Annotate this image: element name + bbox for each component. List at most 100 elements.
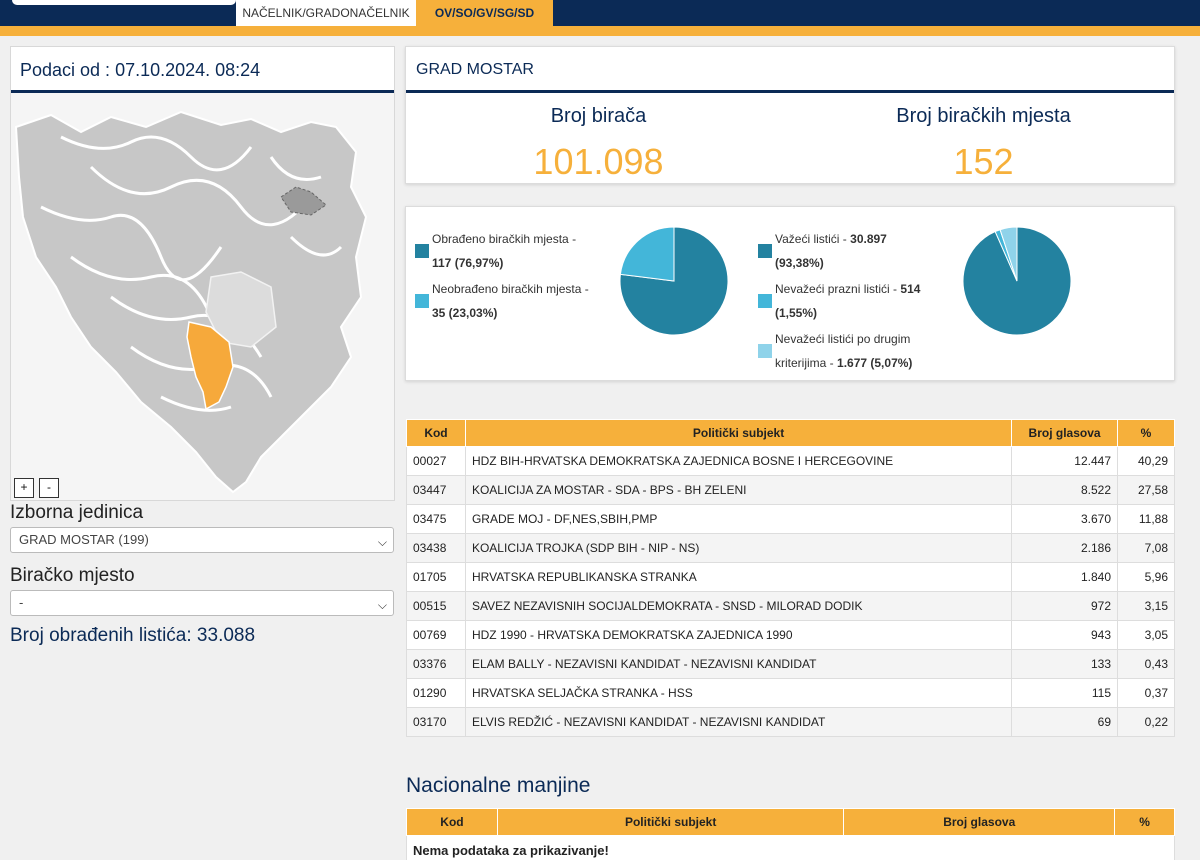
map-panel: Podaci od : 07.10.2024. 08:24 + - — [10, 46, 395, 501]
legend-swatch — [758, 344, 772, 358]
cell-kod: 00027 — [406, 446, 466, 476]
table-row: 00769 HDZ 1990 - HRVATSKA DEMOKRATSKA ZAJ… — [406, 620, 1175, 650]
col-pct[interactable]: % — [1117, 419, 1175, 447]
cell-subjekt: KOALICIJA TROJKA (SDP BIH - NIP - NS) — [464, 533, 1013, 563]
table-row: 03475 GRADE MOJ - DF,NES,SBIH,PMP 3.670 11,… — [406, 504, 1175, 534]
col-subjekt[interactable]: Politički subjekt — [496, 808, 845, 836]
legend-pct: (93,38%) — [775, 256, 824, 270]
table-row: 00027 HDZ BIH-HRVATSKA DEMOKRATSKA ZAJEDN… — [406, 446, 1175, 476]
col-pct[interactable]: % — [1114, 808, 1175, 836]
legend-swatch — [758, 294, 772, 308]
legend-unprocessed: Neobrađeno biračkih mjesta - 35 (23,03%) — [432, 277, 589, 325]
cell-subjekt: ELVIS REDŽIĆ - NEZAVISNI KANDIDAT - NEZA… — [464, 707, 1013, 737]
cell-kod: 00769 — [406, 620, 466, 650]
no-data-message: Nema podataka za prikazivanje! — [406, 835, 1175, 860]
cell-pct: 3,15 — [1117, 591, 1175, 621]
minorities-title: Nacionalne manjine — [406, 774, 591, 797]
legend-label: Nevažeći listići po drugim — [775, 332, 911, 346]
legend-label: kriterijima - — [775, 356, 834, 370]
col-kod[interactable]: Kod — [406, 808, 498, 836]
table-row: 03438 KOALICIJA TROJKA (SDP BIH - NIP - N… — [406, 533, 1175, 563]
cell-glasova: 972 — [1011, 591, 1118, 621]
table-row: 01705 HRVATSKA REPUBLIKANSKA STRANKA 1.840… — [406, 562, 1175, 592]
voters-value: 101.098 — [533, 141, 664, 182]
stations-value: 152 — [953, 141, 1014, 182]
logo-area — [12, 0, 236, 5]
cell-glasova: 69 — [1011, 707, 1118, 737]
cell-kod: 03376 — [406, 649, 466, 679]
bracko-mjesto-label: Biračko mjesto — [10, 565, 135, 586]
cell-glasova: 12.447 — [1011, 446, 1118, 476]
legend-label: Nevažeći prazni listići - — [775, 282, 898, 296]
cell-kod: 03438 — [406, 533, 466, 563]
cell-pct: 0,43 — [1117, 649, 1175, 679]
cell-pct: 7,08 — [1117, 533, 1175, 563]
cell-subjekt: KOALICIJA ZA MOSTAR - SDA - BPS - BH ZEL… — [464, 475, 1013, 505]
table-row: 03447 KOALICIJA ZA MOSTAR - SDA - BPS - B… — [406, 475, 1175, 505]
legend-valid: Važeći listići - 30.897 (93,38%) — [775, 227, 887, 275]
col-glasova[interactable]: Broj glasova — [1011, 419, 1118, 447]
cell-kod: 01705 — [406, 562, 466, 592]
legend-value: 1.677 — [837, 356, 868, 370]
cell-kod: 03170 — [406, 707, 466, 737]
pie-slice-1 — [619, 226, 675, 282]
bih-map[interactable] — [11, 97, 394, 497]
table-row: 03376 ELAM BALLY - NEZAVISNI KANDIDAT - N… — [406, 649, 1175, 679]
unit-title: GRAD MOSTAR — [406, 47, 1174, 93]
legend-value: 514 — [900, 282, 921, 296]
bracko-mjesto-select[interactable]: - ⌵ — [10, 590, 394, 616]
cell-pct: 27,58 — [1117, 475, 1175, 505]
zoom-out-button[interactable]: - — [39, 478, 59, 498]
accent-stripe — [0, 26, 1200, 36]
stations-label: Broj biračkih mjesta — [896, 105, 1071, 127]
col-kod[interactable]: Kod — [406, 419, 466, 447]
stations-pie-chart — [619, 226, 729, 336]
cell-glasova: 2.186 — [1011, 533, 1118, 563]
cell-subjekt: HDZ BIH-HRVATSKA DEMOKRATSKA ZAJEDNICA B… — [464, 446, 1013, 476]
table-header-row: Kod Politički subjekt Broj glasova % — [406, 808, 1175, 836]
cell-glasova: 8.522 — [1011, 475, 1118, 505]
cell-pct: 11,88 — [1117, 504, 1175, 534]
cell-glasova: 115 — [1011, 678, 1118, 708]
cell-subjekt: SAVEZ NEZAVISNIH SOCIJALDEMOKRATA - SNSD… — [464, 591, 1013, 621]
legend-label: Obrađeno biračkih mjesta - — [432, 232, 577, 246]
table-row: 03170 ELVIS REDŽIĆ - NEZAVISNI KANDIDAT -… — [406, 707, 1175, 737]
cell-glasova: 943 — [1011, 620, 1118, 650]
cell-subjekt: GRADE MOJ - DF,NES,SBIH,PMP — [464, 504, 1013, 534]
legend-swatch — [758, 244, 772, 258]
col-subjekt[interactable]: Politički subjekt — [464, 419, 1013, 447]
cell-pct: 0,37 — [1117, 678, 1175, 708]
legend-swatch — [415, 294, 429, 308]
cell-glasova: 3.670 — [1011, 504, 1118, 534]
cell-subjekt: ELAM BALLY - NEZAVISNI KANDIDAT - NEZAVI… — [464, 649, 1013, 679]
processed-ballots: Broj obrađenih listića: 33.088 — [10, 625, 256, 646]
izborna-jedinica-value: GRAD MOSTAR (199) — [19, 532, 149, 547]
cell-kod: 03475 — [406, 504, 466, 534]
cell-glasova: 1.840 — [1011, 562, 1118, 592]
tab-nacelnik[interactable]: NAČELNIK/GRADONAČELNIK — [236, 0, 416, 26]
table-row: 00515 SAVEZ NEZAVISNIH SOCIJALDEMOKRATA -… — [406, 591, 1175, 621]
cell-pct: 40,29 — [1117, 446, 1175, 476]
table-row: Nema podataka za prikazivanje! — [406, 835, 1175, 860]
legend-swatch — [415, 244, 429, 258]
legend-label: Neobrađeno biračkih mjesta - — [432, 282, 589, 296]
cell-kod: 03447 — [406, 475, 466, 505]
summary-card: GRAD MOSTAR Broj birača 101.098 Broj bir… — [405, 46, 1175, 184]
legend-value: 117 (76,97%) — [432, 256, 504, 270]
cell-glasova: 133 — [1011, 649, 1118, 679]
legend-pct: (5,07%) — [870, 356, 913, 370]
cell-pct: 3,05 — [1117, 620, 1175, 650]
tab-ov-so[interactable]: OV/SO/GV/SG/SD — [416, 0, 553, 26]
legend-label: Važeći listići - — [775, 232, 847, 246]
col-glasova[interactable]: Broj glasova — [843, 808, 1116, 836]
cell-pct: 5,96 — [1117, 562, 1175, 592]
table-header-row: Kod Politički subjekt Broj glasova % — [406, 419, 1175, 447]
chevron-down-icon: ⌵ — [377, 535, 387, 549]
izborna-jedinica-select[interactable]: GRAD MOSTAR (199) ⌵ — [10, 527, 394, 553]
cell-subjekt: HRVATSKA SELJAČKA STRANKA - HSS — [464, 678, 1013, 708]
zoom-in-button[interactable]: + — [14, 478, 34, 498]
voters-label: Broj birača — [550, 105, 647, 127]
table-row: 01290 HRVATSKA SELJAČKA STRANKA - HSS 115 0… — [406, 678, 1175, 708]
data-date: Podaci od : 07.10.2024. 08:24 — [11, 47, 394, 93]
results-table: Kod Politički subjekt Broj glasova % 000… — [406, 419, 1175, 737]
